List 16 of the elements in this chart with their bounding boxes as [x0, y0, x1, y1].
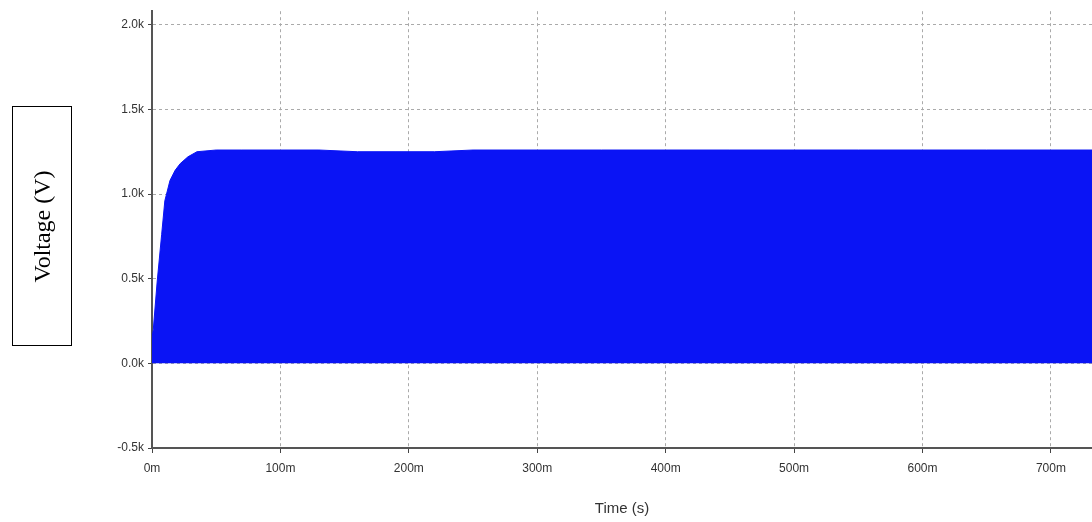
x-tick-label: 0m [143, 460, 161, 475]
y-tick-label: 0.5k [121, 271, 145, 286]
x-tick-label: 300m [522, 460, 553, 475]
y-axis-title: Voltage (V) [28, 169, 56, 283]
x-tick-label: 100m [265, 460, 296, 475]
y-tick-label: -0.5k [117, 440, 145, 455]
y-tick-label: 1.5k [121, 101, 145, 116]
y-tick-label: 2.0k [121, 17, 145, 32]
x-tick-label: 400m [650, 460, 681, 475]
x-tick-label: 700m [1035, 460, 1066, 475]
x-tick-label: 200m [393, 460, 424, 475]
x-tick-label: 600m [907, 460, 938, 475]
y-tick-label: 1.0k [121, 186, 145, 201]
y-tick-label: 0.0k [121, 355, 145, 370]
x-axis-title: Time (s) [594, 499, 650, 517]
x-tick-label: 500m [779, 460, 810, 475]
